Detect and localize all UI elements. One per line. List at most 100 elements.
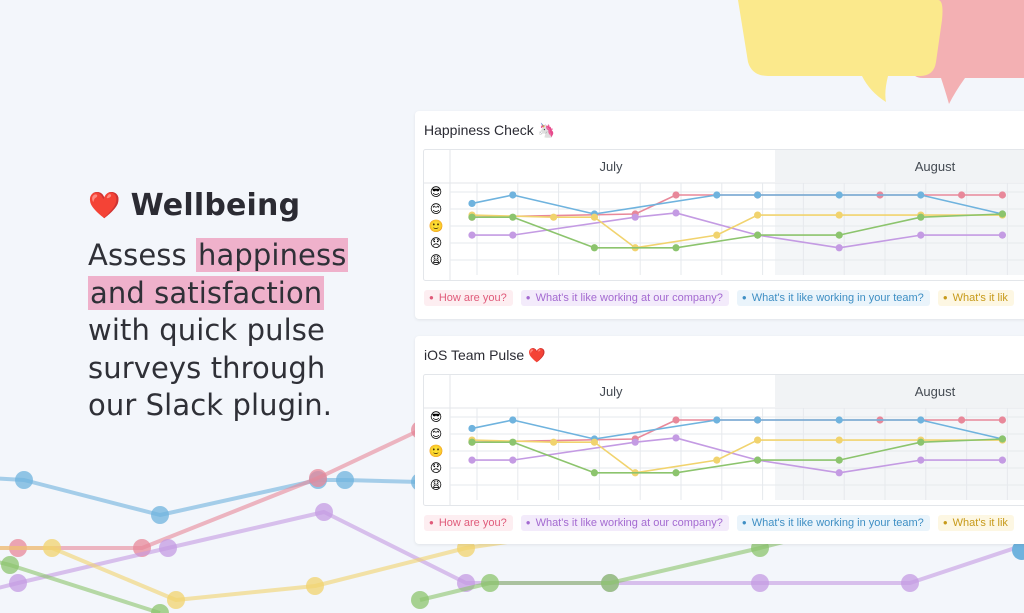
- data-point[interactable]: [754, 211, 762, 219]
- data-point[interactable]: [631, 438, 639, 446]
- data-point[interactable]: [672, 469, 680, 477]
- background-dot: [751, 574, 769, 592]
- data-point[interactable]: [672, 191, 680, 199]
- data-point[interactable]: [998, 191, 1007, 199]
- sad-face-emoji-icon: 😞: [430, 236, 443, 250]
- sad-face-emoji-icon: 😞: [430, 461, 443, 475]
- legend-item-fourth-question[interactable]: ● What's it lik: [937, 290, 1014, 306]
- month-label-july: July: [599, 384, 623, 399]
- series-line-2: [471, 194, 1003, 215]
- data-point[interactable]: [590, 244, 598, 252]
- data-point[interactable]: [468, 231, 476, 239]
- data-point[interactable]: [754, 191, 762, 199]
- august-plot-shade: [775, 183, 1024, 275]
- data-point[interactable]: [672, 244, 680, 252]
- data-point[interactable]: [998, 416, 1007, 424]
- neutral-face-emoji-icon: 🙂: [429, 444, 444, 458]
- background-dot: [9, 574, 27, 592]
- data-point[interactable]: [590, 213, 598, 221]
- legend-item-how-are-you[interactable]: ● How are you?: [424, 290, 513, 306]
- data-point[interactable]: [590, 469, 598, 477]
- data-point[interactable]: [509, 213, 517, 221]
- data-point[interactable]: [998, 435, 1007, 443]
- series-line-1: [472, 212, 1003, 249]
- data-point[interactable]: [468, 424, 476, 433]
- data-point[interactable]: [590, 438, 598, 446]
- speech-bubble-yellow: [738, 0, 943, 102]
- cool-face-emoji-icon: 😎: [430, 410, 443, 424]
- data-point[interactable]: [713, 231, 721, 239]
- data-point[interactable]: [917, 438, 925, 446]
- hero-title-text: Wellbeing: [130, 188, 301, 223]
- data-point[interactable]: [754, 231, 762, 239]
- neutral-face-emoji-icon: 🙂: [429, 219, 444, 233]
- data-point[interactable]: [754, 436, 762, 444]
- month-label-august: August: [915, 159, 956, 174]
- hero-description: Assess happiness and satisfaction with q…: [88, 237, 388, 425]
- legend-item-working-in-team[interactable]: ● What's it like working in your team?: [736, 290, 930, 306]
- background-dot: [315, 503, 333, 521]
- data-point[interactable]: [509, 438, 517, 446]
- happiness-check-card: Happiness Check 🦄 July August 😎 😊 🙂 😞 😩 ● How a…: [415, 111, 1024, 319]
- data-point[interactable]: [835, 244, 843, 252]
- data-point[interactable]: [835, 436, 843, 444]
- background-dot: [151, 506, 169, 524]
- data-point[interactable]: [713, 456, 721, 464]
- data-point[interactable]: [672, 434, 680, 442]
- data-point[interactable]: [754, 416, 762, 424]
- data-point[interactable]: [917, 231, 925, 239]
- data-point[interactable]: [998, 456, 1007, 464]
- legend-item-working-at-company[interactable]: ● What's it like working at our company?: [520, 290, 729, 306]
- series-line-4: [472, 438, 1003, 474]
- data-point[interactable]: [958, 416, 966, 424]
- hero-line-1-plain: Assess: [88, 238, 197, 272]
- card-title: iOS Team Pulse ❤️: [424, 347, 545, 364]
- data-point[interactable]: [835, 191, 843, 199]
- data-point[interactable]: [917, 213, 925, 221]
- heart-emoji-icon: ❤️: [88, 190, 121, 221]
- data-point[interactable]: [835, 469, 843, 477]
- data-point[interactable]: [672, 416, 680, 424]
- data-point[interactable]: [713, 191, 721, 199]
- data-point[interactable]: [998, 231, 1007, 239]
- data-point[interactable]: [509, 231, 517, 239]
- data-point[interactable]: [835, 231, 843, 239]
- background-dot: [601, 574, 619, 592]
- data-point[interactable]: [550, 213, 558, 221]
- data-point[interactable]: [917, 416, 925, 424]
- data-point[interactable]: [509, 456, 517, 464]
- legend-item-working-at-company[interactable]: ● What's it like working at our company?: [520, 515, 729, 531]
- hero-line-3: with quick pulse: [88, 313, 325, 347]
- data-point[interactable]: [468, 438, 476, 446]
- card-title-text: Happiness Check: [424, 122, 534, 138]
- data-point[interactable]: [835, 416, 843, 424]
- data-point[interactable]: [672, 209, 680, 217]
- data-point[interactable]: [509, 191, 517, 199]
- data-point[interactable]: [835, 456, 843, 464]
- background-dot: [15, 471, 33, 489]
- card-title: Happiness Check 🦄: [424, 122, 555, 139]
- data-point[interactable]: [917, 191, 925, 199]
- data-point[interactable]: [754, 456, 762, 464]
- heart-emoji-icon: ❤️: [528, 347, 546, 363]
- data-point[interactable]: [713, 416, 721, 424]
- data-point[interactable]: [509, 416, 517, 424]
- data-point[interactable]: [468, 456, 476, 464]
- background-dot: [901, 574, 919, 592]
- data-point[interactable]: [631, 213, 639, 221]
- data-point[interactable]: [958, 191, 966, 199]
- legend-item-working-in-team[interactable]: ● What's it like working in your team?: [736, 515, 930, 531]
- background-dot: [1, 556, 19, 574]
- background-dot: [151, 604, 169, 613]
- legend-item-fourth-question[interactable]: ● What's it lik: [937, 515, 1014, 531]
- data-point[interactable]: [835, 211, 843, 219]
- data-point[interactable]: [550, 438, 558, 446]
- legend-item-how-are-you[interactable]: ● How are you?: [424, 515, 513, 531]
- smiling-face-emoji-icon: 😊: [430, 427, 443, 441]
- data-point[interactable]: [468, 213, 476, 221]
- hero-highlight-happiness: happiness: [196, 238, 349, 272]
- data-point[interactable]: [917, 456, 925, 464]
- data-point[interactable]: [468, 199, 476, 208]
- background-dot: [411, 591, 429, 609]
- data-point[interactable]: [998, 210, 1007, 218]
